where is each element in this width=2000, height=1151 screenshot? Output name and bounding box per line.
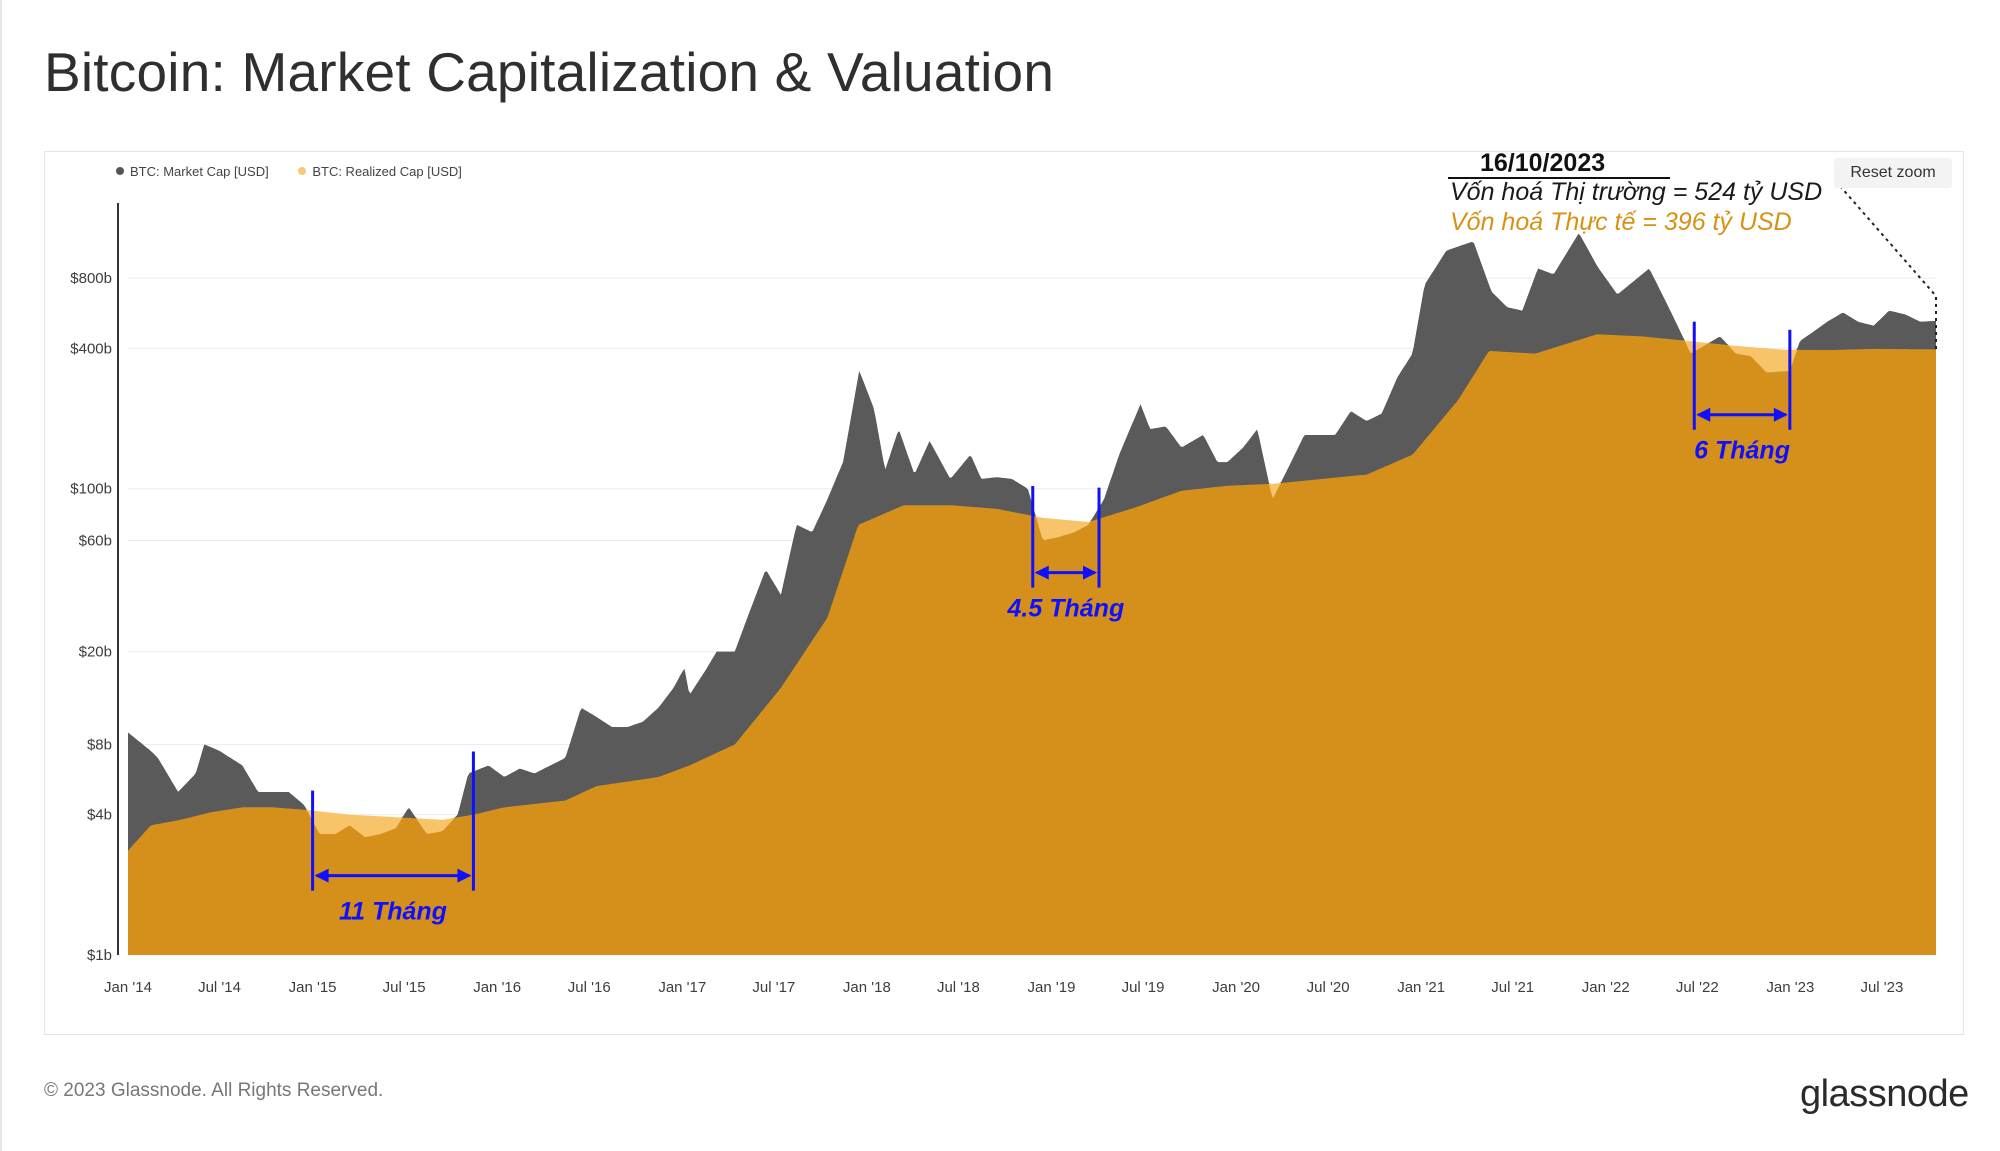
x-tick-label: Jan '19 [1028, 979, 1076, 996]
period-arrow-left [1696, 407, 1711, 422]
period-label: 4.5 Tháng [1007, 595, 1125, 623]
period-markers: 11 Tháng 4.5 Tháng 6 Tháng [311, 321, 1792, 926]
x-tick-label: Jul '15 [383, 979, 426, 996]
x-tick-label: Jan '21 [1397, 979, 1445, 996]
annotation-underline [1448, 177, 1670, 179]
legend-label-market-cap: BTC: Market Cap [USD] [130, 163, 269, 179]
x-tick-label: Jul '17 [752, 979, 795, 996]
y-tick-label: $20b [79, 644, 112, 661]
brand-logo: glassnode [1800, 1073, 1969, 1115]
chart-legend: BTC: Market Cap [USD] BTC: Realized Cap … [116, 163, 488, 179]
realized-cap-area [128, 334, 1936, 955]
x-tick-label: Jan '17 [658, 979, 706, 996]
x-tick-label: Jul '23 [1860, 979, 1903, 996]
legend-item-realized-cap[interactable]: BTC: Realized Cap [USD] [298, 164, 462, 179]
page-title: Bitcoin: Market Capitalization & Valuati… [44, 41, 1055, 103]
period-arrow-right [457, 868, 472, 883]
x-tick-label: Jan '16 [473, 979, 521, 996]
x-tick-label: Jan '18 [843, 979, 891, 996]
chart-areas [128, 233, 1936, 955]
annotation-realized-cap: Vốn hoá Thực tế = 396 tỷ USD [1450, 208, 1792, 236]
x-tick-label: Jan '23 [1766, 979, 1814, 996]
x-tick-label: Jul '19 [1122, 979, 1165, 996]
y-tick-label: $60b [79, 532, 112, 549]
footer-copyright: © 2023 Glassnode. All Rights Reserved. [44, 1080, 384, 1101]
axes: $1b $4b $8b $20b $60b $100b $400b $800b Jan '14 J… [70, 203, 1903, 996]
x-tick-label: Jan '15 [289, 979, 337, 996]
y-tick-label: $100b [70, 481, 112, 498]
x-tick-label: Jul '22 [1676, 979, 1719, 996]
annotation-date: 16/10/2023 [1480, 149, 1606, 177]
x-tick-label: Jan '22 [1582, 979, 1630, 996]
x-tick-label: Jul '14 [198, 979, 241, 996]
y-tick-label: $800b [70, 270, 112, 287]
page-left-rule [0, 0, 2, 1151]
y-tick-label: $1b [87, 947, 112, 964]
period-arrow-right [1773, 407, 1788, 422]
y-tick-label: $400b [70, 340, 112, 357]
period-label: 6 Tháng [1694, 437, 1790, 465]
legend-label-realized-cap: BTC: Realized Cap [USD] [312, 163, 462, 179]
x-tick-label: Jul '16 [568, 979, 611, 996]
x-tick-label: Jul '18 [937, 979, 980, 996]
period-label: 11 Tháng [339, 898, 447, 926]
legend-item-market-cap[interactable]: BTC: Market Cap [USD] [116, 164, 269, 179]
x-tick-label: Jul '21 [1491, 979, 1534, 996]
period-arrow-left [1034, 565, 1049, 580]
x-tick-label: Jul '20 [1307, 979, 1350, 996]
period-arrow-right [1083, 565, 1098, 580]
y-tick-label: $8b [87, 736, 112, 753]
period-arrow-left [314, 868, 329, 883]
legend-dot-realized-cap [298, 167, 307, 175]
legend-dot-market-cap [116, 167, 124, 175]
reset-zoom-button[interactable]: Reset zoom [1834, 158, 1952, 188]
x-tick-label: Jan '14 [104, 979, 152, 996]
y-tick-label: $4b [87, 807, 112, 824]
annotation-market-cap: Vốn hoá Thị trường = 524 tỷ USD [1450, 178, 1823, 206]
x-tick-label: Jan '20 [1212, 979, 1260, 996]
